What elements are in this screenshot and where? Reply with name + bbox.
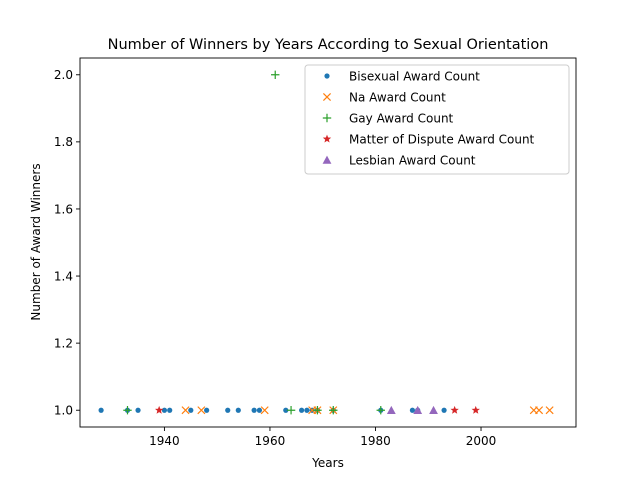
data-point — [283, 407, 289, 413]
data-point — [313, 406, 322, 415]
y-tick-label: 1.4 — [54, 269, 73, 283]
legend-marker — [324, 73, 330, 79]
data-point — [154, 405, 164, 414]
data-point — [161, 407, 168, 413]
data-point — [535, 406, 544, 415]
data-point — [441, 407, 447, 413]
data-point — [123, 406, 132, 415]
legend: Bisexual Award Count Na Award Count Gay Aw… — [304, 64, 570, 175]
legend-marker — [322, 155, 332, 164]
series-triangle — [386, 405, 438, 414]
data-point — [135, 407, 141, 413]
y-tick-label: 1.8 — [54, 135, 73, 149]
data-point — [188, 407, 194, 413]
data-point — [225, 407, 231, 413]
legend-marker — [322, 113, 332, 123]
y-axis-label: Number of Award Winners — [29, 163, 43, 320]
x-tick-label: 1960 — [255, 434, 286, 448]
y-tick-label: 1.0 — [54, 404, 73, 418]
data-point — [260, 406, 269, 415]
data-point — [98, 407, 104, 413]
legend-label: Gay Award Count — [349, 112, 454, 126]
chart-title: Number of Winners by Years According to … — [108, 37, 549, 53]
data-point — [286, 406, 296, 415]
legend-label: Matter of Dispute Award Count — [349, 133, 535, 147]
data-point — [329, 406, 338, 415]
plot-area: 1940 1960 1980 2000 1.0 1.2 1.4 1.6 1.8 2.0 — [54, 57, 577, 448]
data-point — [429, 405, 438, 414]
x-tick-label: 1940 — [149, 434, 180, 448]
x-tick-label: 2000 — [466, 434, 497, 448]
y-tick-label: 2.0 — [54, 68, 73, 82]
data-point — [545, 406, 554, 415]
data-point — [450, 405, 459, 414]
legend-box — [304, 64, 570, 175]
data-point — [376, 406, 385, 415]
data-point — [471, 405, 480, 414]
y-tick-label: 1.6 — [54, 202, 73, 216]
data-point — [197, 406, 206, 415]
legend-marker — [322, 134, 332, 143]
data-point — [256, 407, 263, 413]
legend-label: Lesbian Award Count — [349, 154, 476, 168]
legend-marker — [322, 92, 332, 102]
data-point — [413, 405, 423, 414]
data-point — [181, 406, 190, 415]
data-point — [299, 407, 305, 413]
data-point — [167, 407, 173, 413]
data-point — [204, 407, 210, 413]
data-point — [251, 407, 257, 413]
data-point — [386, 405, 396, 414]
y-tick-label: 1.2 — [54, 336, 73, 350]
series-plus — [123, 70, 385, 415]
x-axis-label: Years — [311, 456, 344, 470]
series-star — [154, 405, 480, 414]
x-tick-label: 1980 — [360, 434, 391, 448]
data-point — [271, 70, 280, 79]
data-point — [409, 407, 416, 413]
data-point — [304, 407, 310, 413]
legend-label: Bisexual Award Count — [349, 70, 480, 84]
plot-frame — [79, 57, 577, 428]
data-point — [235, 407, 241, 413]
legend-label: Na Award Count — [349, 91, 446, 105]
